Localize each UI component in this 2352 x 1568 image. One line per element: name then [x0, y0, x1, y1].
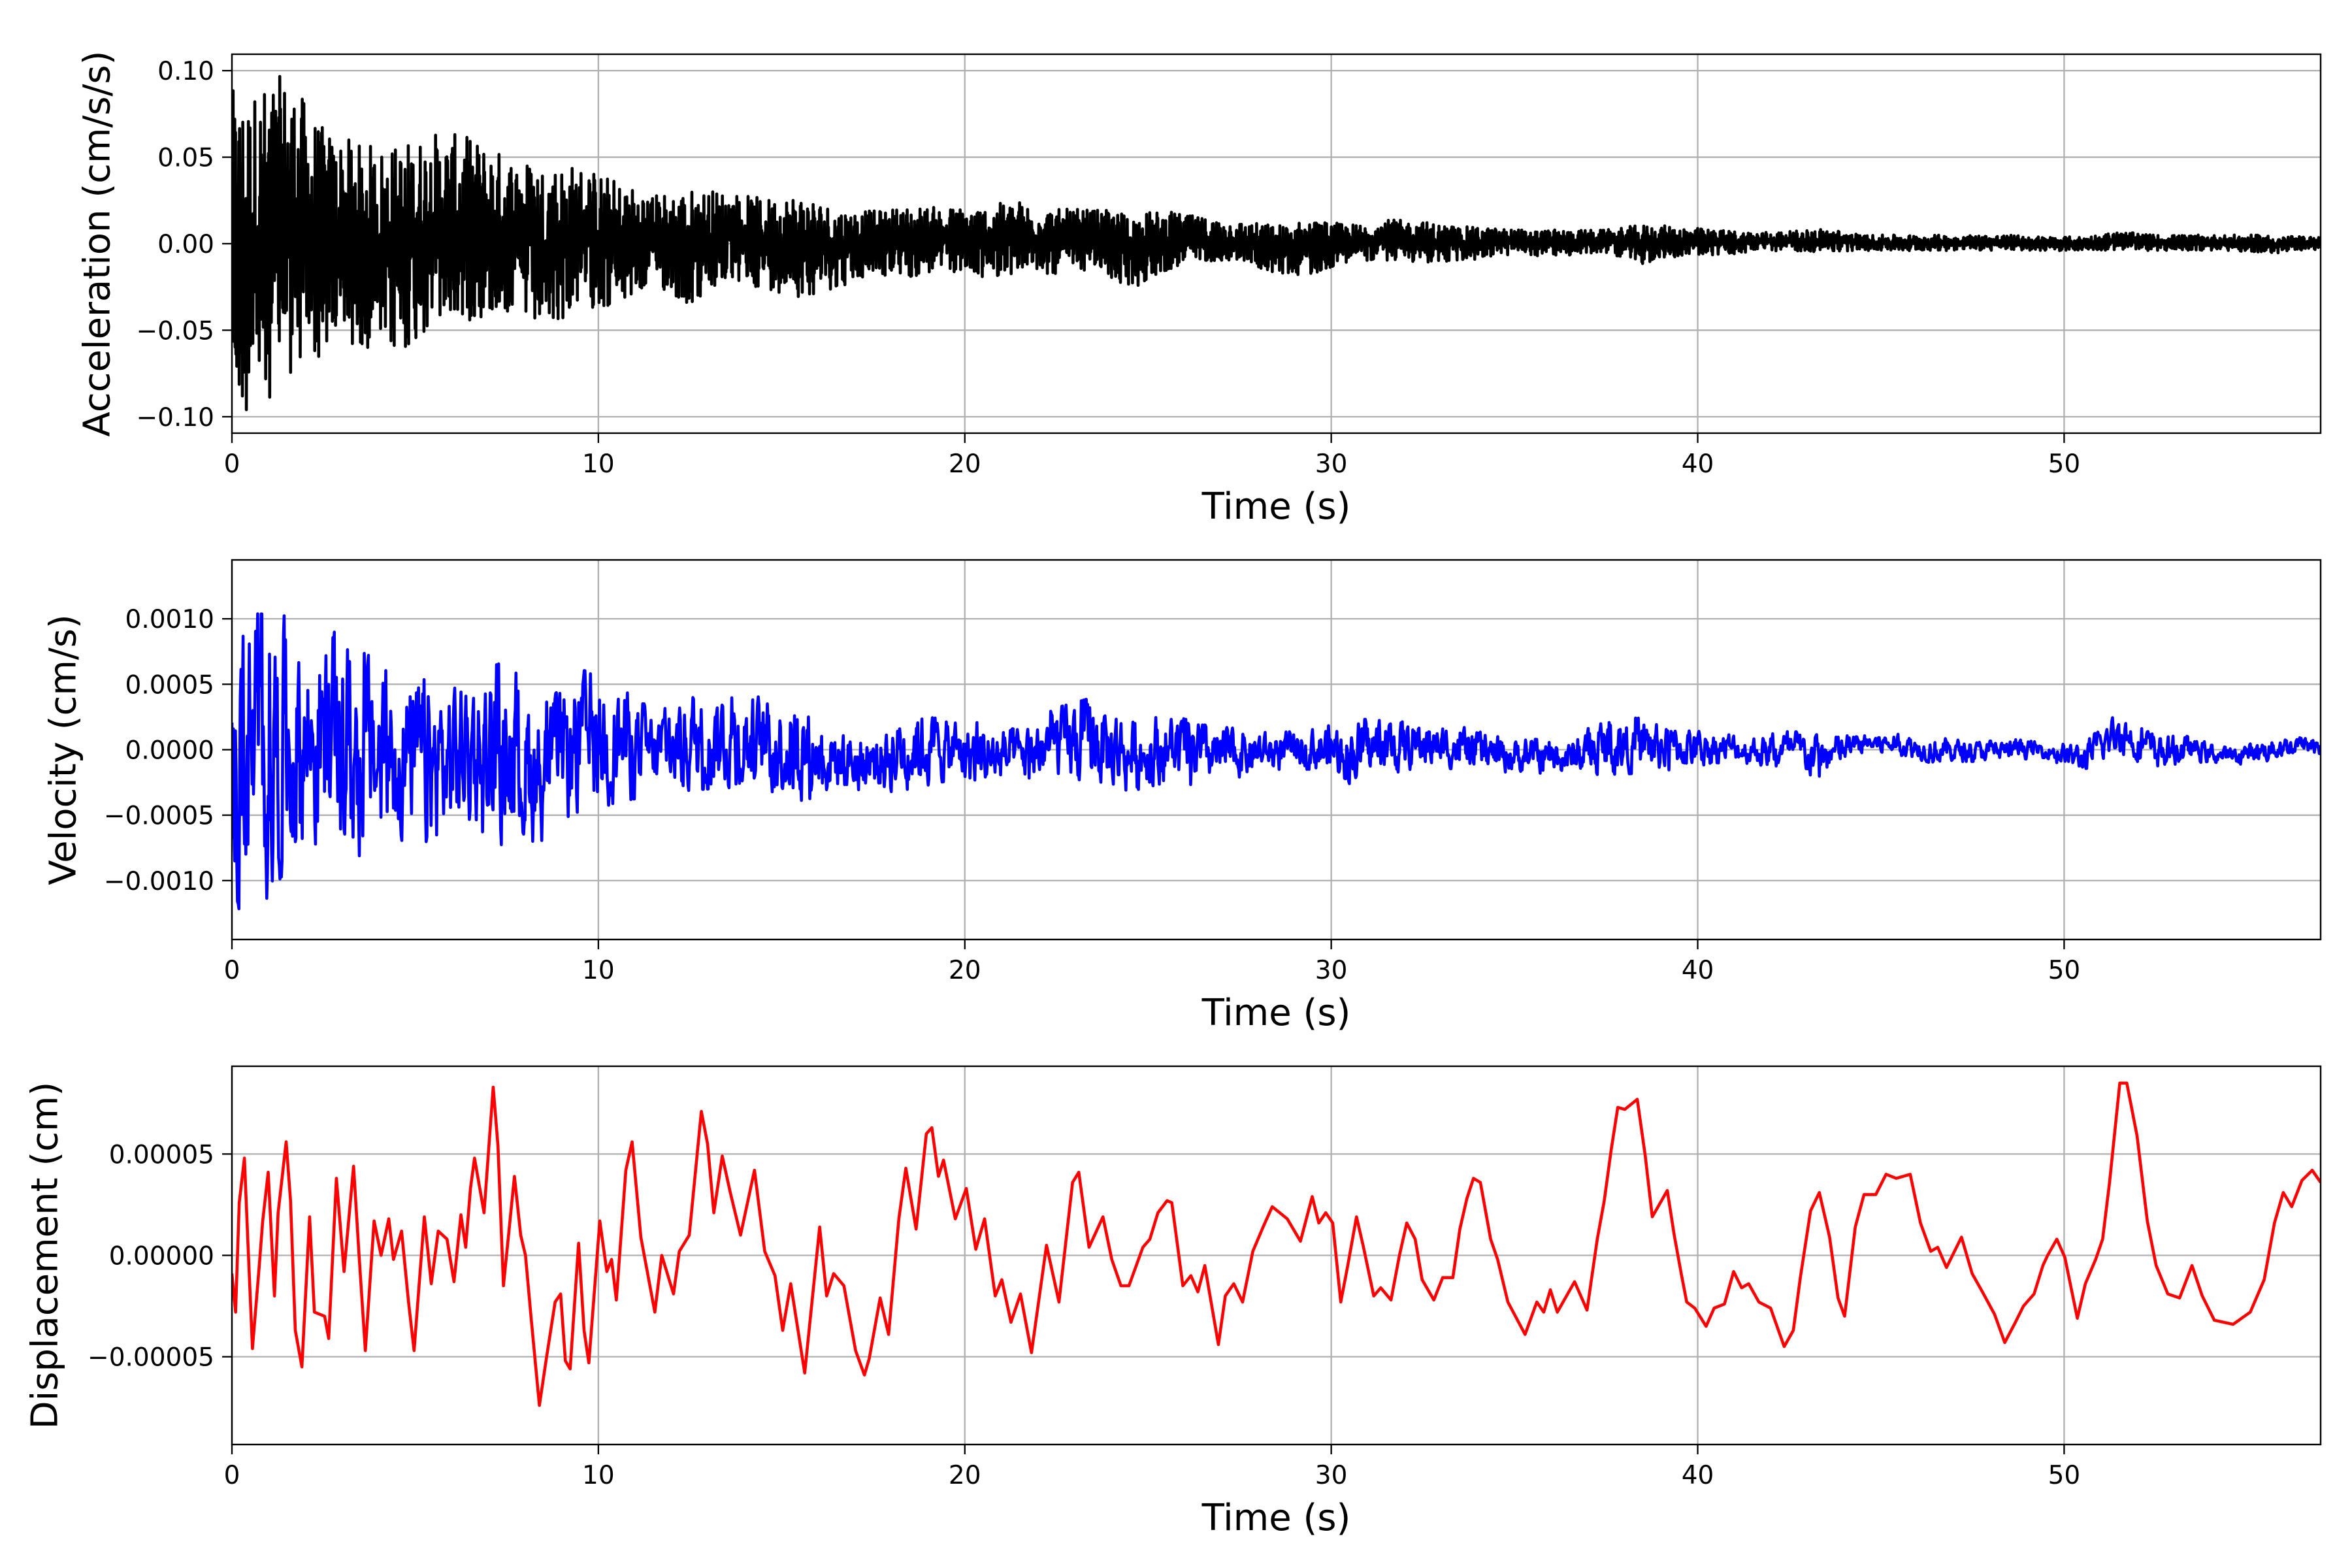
velocity-series-line — [232, 612, 2321, 911]
displacement-x-tick-label: 10 — [582, 1461, 615, 1490]
velocity-x-tick-label: 20 — [949, 956, 981, 985]
velocity-y-axis-label: Velocity (cm/s) — [42, 614, 85, 885]
velocity-y-tick-label: −0.0005 — [104, 802, 214, 831]
acceleration-y-tick-label: −0.10 — [136, 403, 214, 433]
velocity-x-axis-label: Time (s) — [1201, 992, 1351, 1034]
displacement-x-tick-label: 50 — [2048, 1461, 2081, 1490]
displacement-x-tick-label: 0 — [224, 1461, 240, 1490]
displacement-series-line — [232, 1081, 2321, 1407]
displacement-y-axis-label: Displacement (cm) — [24, 1082, 67, 1429]
acceleration-subplot: 0 10 20 30 40 50 0.10 0.05 0.00 −0.05 −0.10 Time (s… — [76, 51, 2322, 528]
acceleration-x-tick-label: 10 — [582, 449, 615, 479]
acceleration-y-tick-label: −0.05 — [136, 316, 214, 346]
displacement-x-tick-label: 30 — [1315, 1461, 1348, 1490]
velocity-x-tick-label: 0 — [224, 956, 240, 985]
velocity-y-tick-label: 0.0010 — [125, 605, 214, 634]
displacement-y-tick-label: 0.00005 — [109, 1140, 214, 1169]
displacement-subplot: 0 10 20 30 40 50 0.00005 0.00000 −0.00005 Time (s… — [24, 1065, 2322, 1539]
velocity-y-tick-label: 0.0005 — [125, 670, 214, 700]
displacement-y-tick-label: −0.00005 — [88, 1343, 214, 1373]
acceleration-y-tick-label: 0.10 — [157, 57, 214, 86]
acceleration-y-axis-label: Acceleration (cm/s/s) — [76, 51, 119, 437]
displacement-y-tick-label: 0.00000 — [109, 1242, 214, 1271]
acceleration-x-tick-label: 50 — [2048, 449, 2081, 479]
velocity-y-tick-label: −0.0010 — [104, 867, 214, 896]
acceleration-x-tick-label: 40 — [1682, 449, 1714, 479]
velocity-x-tick-label: 40 — [1682, 956, 1714, 985]
acceleration-y-tick-label: 0.00 — [157, 230, 214, 259]
velocity-y-tick-label: 0.0000 — [125, 736, 214, 766]
acceleration-x-axis-label: Time (s) — [1201, 485, 1351, 528]
acceleration-x-tick-label: 20 — [949, 449, 981, 479]
acceleration-x-tick-label: 30 — [1315, 449, 1348, 479]
displacement-x-tick-label: 40 — [1682, 1461, 1714, 1490]
velocity-x-tick-label: 50 — [2048, 956, 2081, 985]
velocity-x-tick-label: 30 — [1315, 956, 1348, 985]
acceleration-x-tick-label: 0 — [224, 449, 240, 479]
velocity-subplot: 0 10 20 30 40 50 0.0010 0.0005 0.0000 −0.0005 −0.0… — [42, 559, 2322, 1034]
velocity-x-tick-label: 10 — [582, 956, 615, 985]
acceleration-y-tick-label: 0.05 — [157, 144, 214, 173]
displacement-x-axis-label: Time (s) — [1201, 1497, 1351, 1539]
displacement-x-tick-label: 20 — [949, 1461, 981, 1490]
acceleration-series-line — [232, 74, 2321, 412]
